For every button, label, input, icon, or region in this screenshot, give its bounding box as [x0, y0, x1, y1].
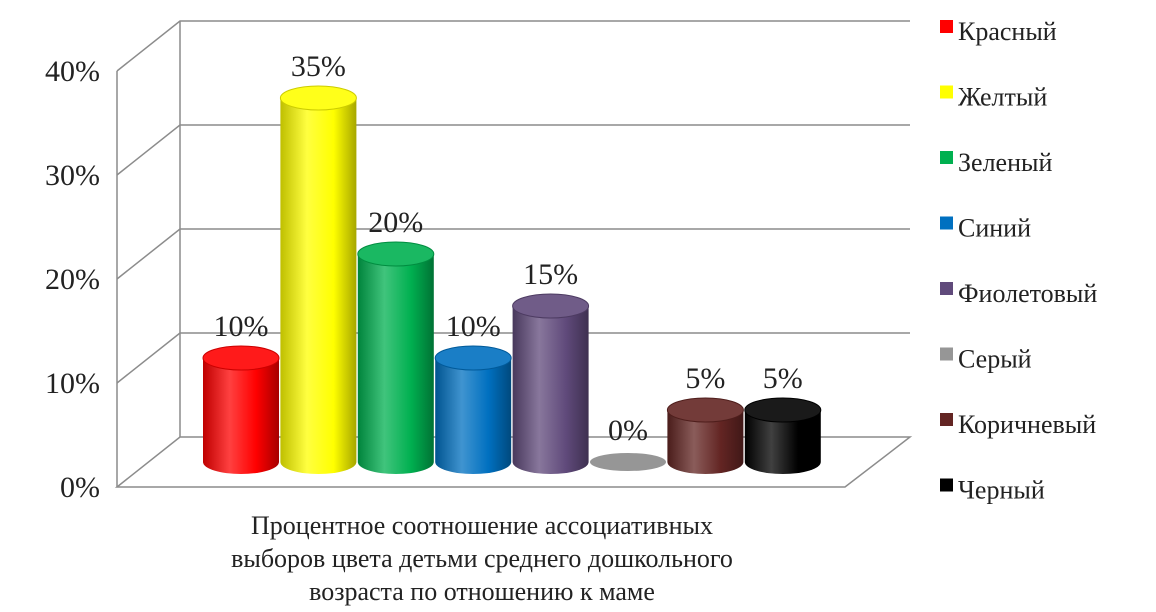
bar-body: [667, 410, 744, 474]
legend-swatch: [940, 85, 953, 99]
y-tick-label: 0%: [60, 471, 100, 504]
data-label: 5%: [685, 362, 725, 395]
x-category-label-line: возраста по отношению к маме: [309, 577, 655, 606]
legend-item: Серый: [940, 344, 1032, 373]
data-label: 0%: [608, 414, 648, 447]
bar-body: [435, 358, 512, 474]
bar-top: [512, 293, 590, 319]
legend-swatch: [940, 151, 953, 164]
bar-body: [203, 358, 279, 474]
legend-label: Зеленый: [958, 148, 1052, 177]
legend-swatch: [940, 20, 953, 33]
x-category-label-line: выборов цвета детьми среднего дошкольног…: [231, 544, 733, 573]
legend-item: Коричневый: [940, 410, 1096, 439]
legend-item: Желтый: [940, 82, 1047, 111]
legend-item: Красный: [940, 17, 1057, 46]
legend-label: Серый: [958, 344, 1032, 373]
bar-1: [202, 345, 280, 474]
bar-6: [590, 453, 666, 471]
legend: Красный Желтый Зеленый Синий Фиолетовый Серый…: [940, 17, 1097, 504]
data-label: 20%: [368, 206, 423, 239]
bar-top: [202, 345, 280, 371]
bar-body: [357, 254, 434, 474]
bar-top: [744, 397, 822, 423]
legend-label: Коричневый: [958, 410, 1096, 439]
bar-2: [279, 85, 357, 474]
bars: [202, 85, 822, 474]
data-label: 15%: [523, 258, 578, 291]
bar-3: [357, 241, 435, 474]
data-label: 10%: [214, 310, 269, 343]
y-tick-label: 30%: [45, 159, 100, 192]
bar-top: [357, 241, 435, 267]
data-label: 10%: [446, 310, 501, 343]
legend-swatch: [940, 478, 953, 492]
bar-body: [744, 410, 821, 474]
data-label: 35%: [291, 50, 346, 83]
gridline: [116, 332, 910, 384]
legend-item: Синий: [940, 213, 1031, 242]
gridline: [116, 20, 910, 72]
bar-5: [512, 293, 590, 474]
bar-7: [666, 397, 744, 474]
y-axis-ticks: 0% 10% 20% 30% 40%: [45, 55, 100, 504]
legend-label: Синий: [958, 213, 1031, 242]
data-labels: 10% 35% 20% 10% 15% 0% 5% 5%: [214, 50, 803, 447]
legend-label: Желтый: [958, 82, 1047, 111]
bar-body: [280, 98, 357, 474]
legend-item: Фиолетовый: [940, 279, 1097, 308]
legend-item: Черный: [940, 475, 1045, 504]
legend-swatch: [940, 347, 953, 361]
y-tick-label: 40%: [45, 55, 100, 88]
bar-top: [434, 345, 512, 371]
x-category-label: Процентное соотношение ассоциативных выбо…: [231, 511, 733, 606]
legend-label: Черный: [958, 475, 1045, 504]
gridline: [116, 124, 910, 176]
legend-swatch: [940, 413, 953, 426]
bar-top: [666, 397, 744, 423]
bar-body: [512, 306, 589, 474]
bar-top: [590, 453, 666, 471]
legend-swatch: [940, 216, 953, 230]
legend-item: Зеленый: [940, 148, 1052, 177]
x-category-label-line: Процентное соотношение ассоциативных: [251, 511, 713, 540]
y-tick-label: 10%: [45, 367, 100, 400]
floor: [114, 436, 913, 488]
data-label: 5%: [763, 362, 803, 395]
gridline: [116, 228, 910, 280]
y-tick-label: 20%: [45, 263, 100, 296]
legend-label: Красный: [958, 17, 1057, 46]
bar-top: [279, 85, 357, 111]
legend-label: Фиолетовый: [958, 279, 1097, 308]
gridlines: [116, 20, 910, 384]
legend-swatch: [940, 282, 953, 295]
bar-8: [744, 397, 822, 474]
bar-4: [434, 345, 512, 474]
